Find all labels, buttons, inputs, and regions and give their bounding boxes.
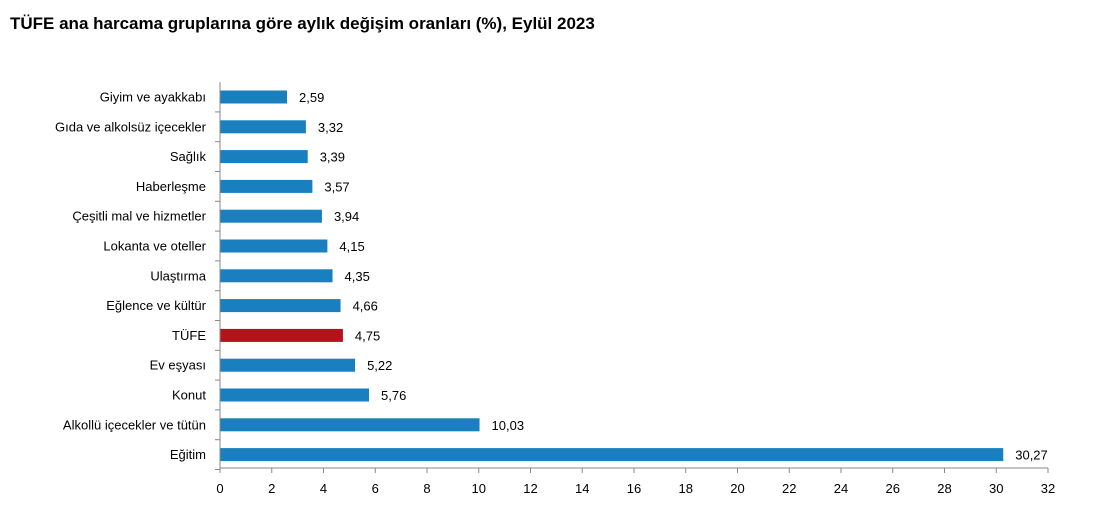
x-tick-label: 20 bbox=[730, 481, 744, 496]
x-tick-label: 28 bbox=[937, 481, 951, 496]
category-label: Giyim ve ayakkabı bbox=[100, 90, 206, 105]
x-tick-label: 22 bbox=[782, 481, 796, 496]
x-tick-label: 4 bbox=[320, 481, 327, 496]
bar bbox=[220, 269, 333, 283]
category-label: Ulaştırma bbox=[150, 268, 206, 283]
value-label: 2,59 bbox=[299, 90, 324, 105]
value-label: 3,39 bbox=[320, 150, 345, 165]
bar bbox=[220, 358, 356, 372]
x-tick-label: 14 bbox=[575, 481, 589, 496]
bar-highlight bbox=[220, 328, 343, 342]
value-label: 5,76 bbox=[381, 388, 406, 403]
value-label: 5,22 bbox=[367, 358, 392, 373]
bar bbox=[220, 150, 308, 164]
category-label: Gıda ve alkolsüz içecekler bbox=[55, 119, 207, 134]
x-tick-label: 6 bbox=[372, 481, 379, 496]
bar bbox=[220, 418, 480, 432]
bar bbox=[220, 448, 1004, 462]
category-label: Eğlence ve kültür bbox=[106, 298, 206, 313]
bars-group: Giyim ve ayakkabı 2,59 Gıda ve alkolsüz iç… bbox=[55, 90, 1048, 470]
x-tick-label: 10 bbox=[472, 481, 486, 496]
bar bbox=[220, 239, 328, 253]
value-label: 3,94 bbox=[334, 209, 359, 224]
category-label: Lokanta ve oteller bbox=[103, 239, 206, 254]
axis-group: 0 2 4 6 8 10 12 14 16 18 20 22 24 26 28 30 32 bbox=[216, 82, 1055, 496]
value-label: 10,03 bbox=[492, 418, 525, 433]
chart-title: TÜFE ana harcama gruplarına göre aylık d… bbox=[10, 14, 595, 33]
x-tick-label: 12 bbox=[523, 481, 537, 496]
bar bbox=[220, 120, 306, 134]
x-tick-label: 16 bbox=[627, 481, 641, 496]
bar bbox=[220, 388, 370, 402]
bar bbox=[220, 90, 288, 104]
x-tick-label: 2 bbox=[268, 481, 275, 496]
value-label: 3,32 bbox=[318, 120, 343, 135]
x-tick-label: 32 bbox=[1041, 481, 1055, 496]
x-tick-label: 24 bbox=[834, 481, 848, 496]
value-label: 30,27 bbox=[1015, 448, 1048, 463]
value-label: 4,66 bbox=[353, 299, 378, 314]
category-label: Çeşitli mal ve hizmetler bbox=[72, 209, 206, 224]
bar bbox=[220, 179, 313, 193]
category-label: Haberleşme bbox=[136, 179, 206, 194]
value-label: 3,57 bbox=[324, 179, 349, 194]
category-label: Alkollü içecekler ve tütün bbox=[63, 417, 206, 432]
category-label: Ev eşyası bbox=[150, 358, 206, 373]
value-label: 4,35 bbox=[345, 269, 370, 284]
x-tick-label: 18 bbox=[679, 481, 693, 496]
category-label: Eğitim bbox=[170, 447, 206, 462]
bar bbox=[220, 209, 322, 223]
x-tick-label: 26 bbox=[886, 481, 900, 496]
category-label: Konut bbox=[172, 388, 206, 403]
bar bbox=[220, 299, 341, 313]
x-tick-label: 8 bbox=[423, 481, 430, 496]
x-tick-label: 0 bbox=[216, 481, 223, 496]
value-label: 4,15 bbox=[339, 239, 364, 254]
value-label: 4,75 bbox=[355, 328, 380, 343]
x-tick-label: 30 bbox=[989, 481, 1003, 496]
category-label: TÜFE bbox=[172, 328, 206, 343]
category-label: Sağlık bbox=[170, 149, 207, 164]
